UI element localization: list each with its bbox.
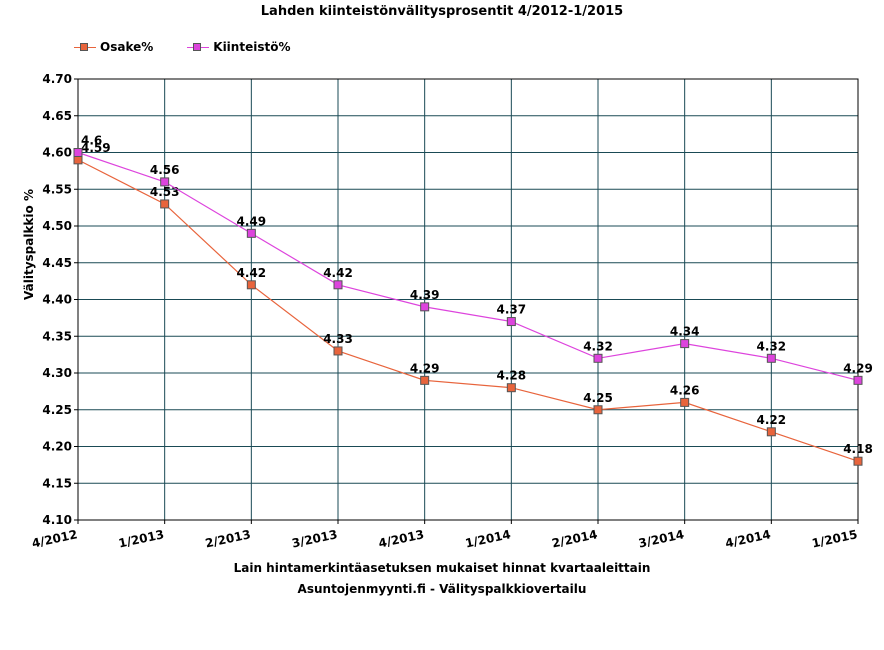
- data-point: [420, 302, 430, 312]
- data-label: 4.33: [323, 332, 353, 346]
- data-label: 4.28: [497, 369, 527, 383]
- data-label: 4.42: [323, 266, 353, 280]
- data-point: [160, 199, 170, 209]
- data-label: 4.25: [583, 391, 613, 405]
- data-label: 4.32: [583, 339, 613, 353]
- data-label: 4.56: [150, 163, 180, 177]
- legend: Osake% Kiinteistö%: [74, 40, 290, 54]
- data-point: [593, 353, 603, 363]
- data-point: [766, 427, 776, 437]
- x-tick-label: 1/2013: [117, 527, 165, 550]
- series-osake: 4.59 4.53 4.42 4.33 4.29 4.28 4.25 4.26 4.22 4.18: [73, 141, 873, 466]
- y-tick-label: 4.70: [42, 72, 72, 86]
- data-point: [680, 397, 690, 407]
- x-tick-label: 2/2013: [204, 527, 252, 550]
- legend-marker-kiinteisto: [187, 42, 210, 52]
- data-point: [853, 456, 863, 466]
- data-label: 4.37: [497, 303, 527, 317]
- series-kiinteisto: 4.6 4.56 4.49 4.42 4.39 4.37 4.32 4.34 4.32 4.29: [73, 134, 873, 385]
- x-tick-label: 4/2012: [31, 527, 79, 550]
- legend-marker-osake: [74, 42, 96, 52]
- legend-item-osake: Osake%: [74, 40, 153, 54]
- data-point: [766, 353, 776, 363]
- data-label: 4.59: [81, 141, 111, 155]
- data-point: [246, 228, 256, 238]
- x-axis-label: Lain hintamerkintäasetuksen mukaiset hin…: [233, 561, 651, 575]
- y-tick-label: 4.25: [42, 403, 72, 417]
- data-point: [593, 405, 603, 415]
- data-label: 4.34: [670, 325, 700, 339]
- data-label: 4.29: [843, 361, 873, 375]
- y-tick-label: 4.35: [42, 329, 72, 343]
- series-line: [77, 151, 859, 381]
- data-label: 4.39: [410, 288, 440, 302]
- y-tick-label: 4.60: [42, 146, 72, 160]
- legend-label-kiinteisto: Kiinteistö%: [213, 40, 291, 54]
- chart-title: Lahden kiinteistönvälitysprosentit 4/201…: [260, 4, 624, 19]
- x-tick-label: 4/2014: [724, 527, 772, 550]
- data-point: [420, 375, 430, 385]
- y-tick-label: 4.40: [42, 293, 72, 307]
- data-point: [680, 339, 690, 349]
- data-label: 4.18: [843, 442, 873, 456]
- data-label: 4.53: [150, 185, 180, 199]
- series-line: [77, 159, 859, 462]
- chart-subtitle: Asuntojenmyynti.fi - Välityspalkkioverta…: [297, 582, 587, 596]
- data-point: [853, 375, 863, 385]
- data-label: 4.22: [757, 413, 787, 427]
- y-tick-label: 4.20: [42, 440, 72, 454]
- y-tick-label: 4.10: [42, 513, 72, 527]
- legend-label-osake: Osake%: [100, 40, 154, 54]
- data-label: 4.42: [237, 266, 267, 280]
- x-tick-label: 2/2014: [551, 527, 599, 550]
- data-point: [246, 280, 256, 290]
- data-point: [333, 346, 343, 356]
- data-point: [333, 280, 343, 290]
- x-tick-label: 1/2014: [464, 527, 512, 550]
- data-point: [506, 383, 516, 393]
- data-point: [506, 317, 516, 327]
- legend-item-kiinteisto: Kiinteistö%: [187, 40, 290, 54]
- y-tick-label: 4.30: [42, 366, 72, 380]
- data-point: [73, 148, 83, 157]
- data-label: 4.29: [410, 361, 440, 375]
- y-tick-label: 4.50: [42, 219, 72, 233]
- x-tick-label: 3/2013: [291, 527, 339, 550]
- x-tick-label: 3/2014: [637, 527, 685, 550]
- plot-border: [77, 78, 859, 521]
- x-tick-label: 4/2013: [377, 527, 425, 550]
- data-label: 4.32: [757, 339, 787, 353]
- y-tick-label: 4.45: [42, 256, 72, 270]
- y-tick-label: 4.65: [42, 109, 72, 123]
- y-tick-label: 4.55: [42, 182, 72, 196]
- data-point: [73, 155, 83, 165]
- data-label: 4.6: [81, 134, 102, 148]
- y-tick-label: 4.15: [42, 476, 72, 490]
- data-label: 4.49: [237, 214, 267, 228]
- data-label: 4.26: [670, 383, 700, 397]
- x-tick-label: 1/2015: [811, 527, 859, 550]
- data-point: [160, 177, 170, 187]
